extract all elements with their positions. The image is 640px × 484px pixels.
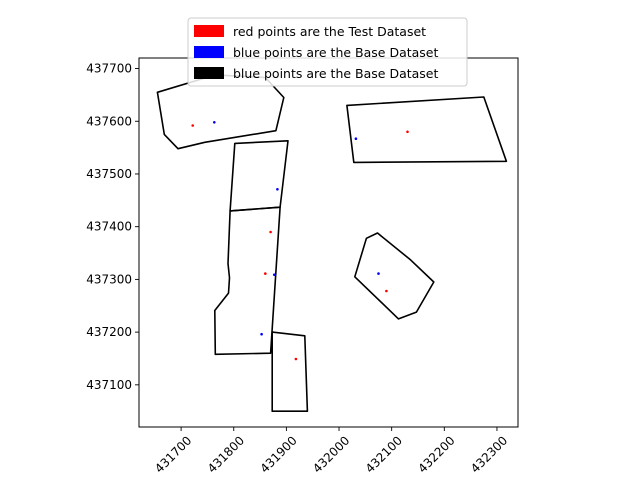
point-s1-0	[213, 121, 216, 124]
polygon-1	[346, 96, 508, 164]
point-s1-4	[377, 272, 380, 275]
point-s0-3	[264, 272, 267, 275]
y-tick-label-6: 437700	[86, 62, 132, 76]
point-s1-1	[354, 137, 358, 140]
point-s0-5	[294, 357, 298, 361]
y-tick-label-3: 437400	[86, 220, 132, 234]
point-s0-0	[191, 124, 194, 127]
legend-swatch-1	[194, 46, 224, 58]
point-s0-1	[406, 130, 409, 134]
polygon-3	[214, 206, 281, 356]
legend-box	[187, 17, 468, 87]
point-s0-4	[385, 289, 388, 293]
legend-swatch-2	[194, 67, 224, 79]
legend-label-1: blue points are the Base Dataset	[233, 45, 438, 60]
point-s1-2	[276, 188, 279, 191]
point-s1-5	[260, 332, 263, 336]
point-layer	[191, 121, 409, 361]
legend-swatch-0	[194, 25, 224, 37]
y-tick-label-2: 437300	[86, 272, 132, 286]
y-tick-label-1: 437200	[86, 325, 132, 339]
y-axis: 437100 437200 437300 437400 437500 437600 4377…	[86, 62, 139, 392]
y-tick-label-0: 437100	[86, 378, 132, 392]
polygon-4	[271, 331, 309, 413]
point-s1-3	[273, 273, 276, 277]
y-tick-label-5: 437600	[86, 114, 132, 128]
legend-label-0: red points are the Test Dataset	[233, 24, 426, 39]
legend-label-2: blue points are the Base Dataset	[233, 66, 438, 81]
legend: red points are the Test Dataset blue poin…	[187, 17, 468, 87]
point-s0-2	[269, 230, 272, 234]
y-tick-label-4: 437500	[86, 167, 132, 181]
polygon-5	[353, 232, 435, 320]
